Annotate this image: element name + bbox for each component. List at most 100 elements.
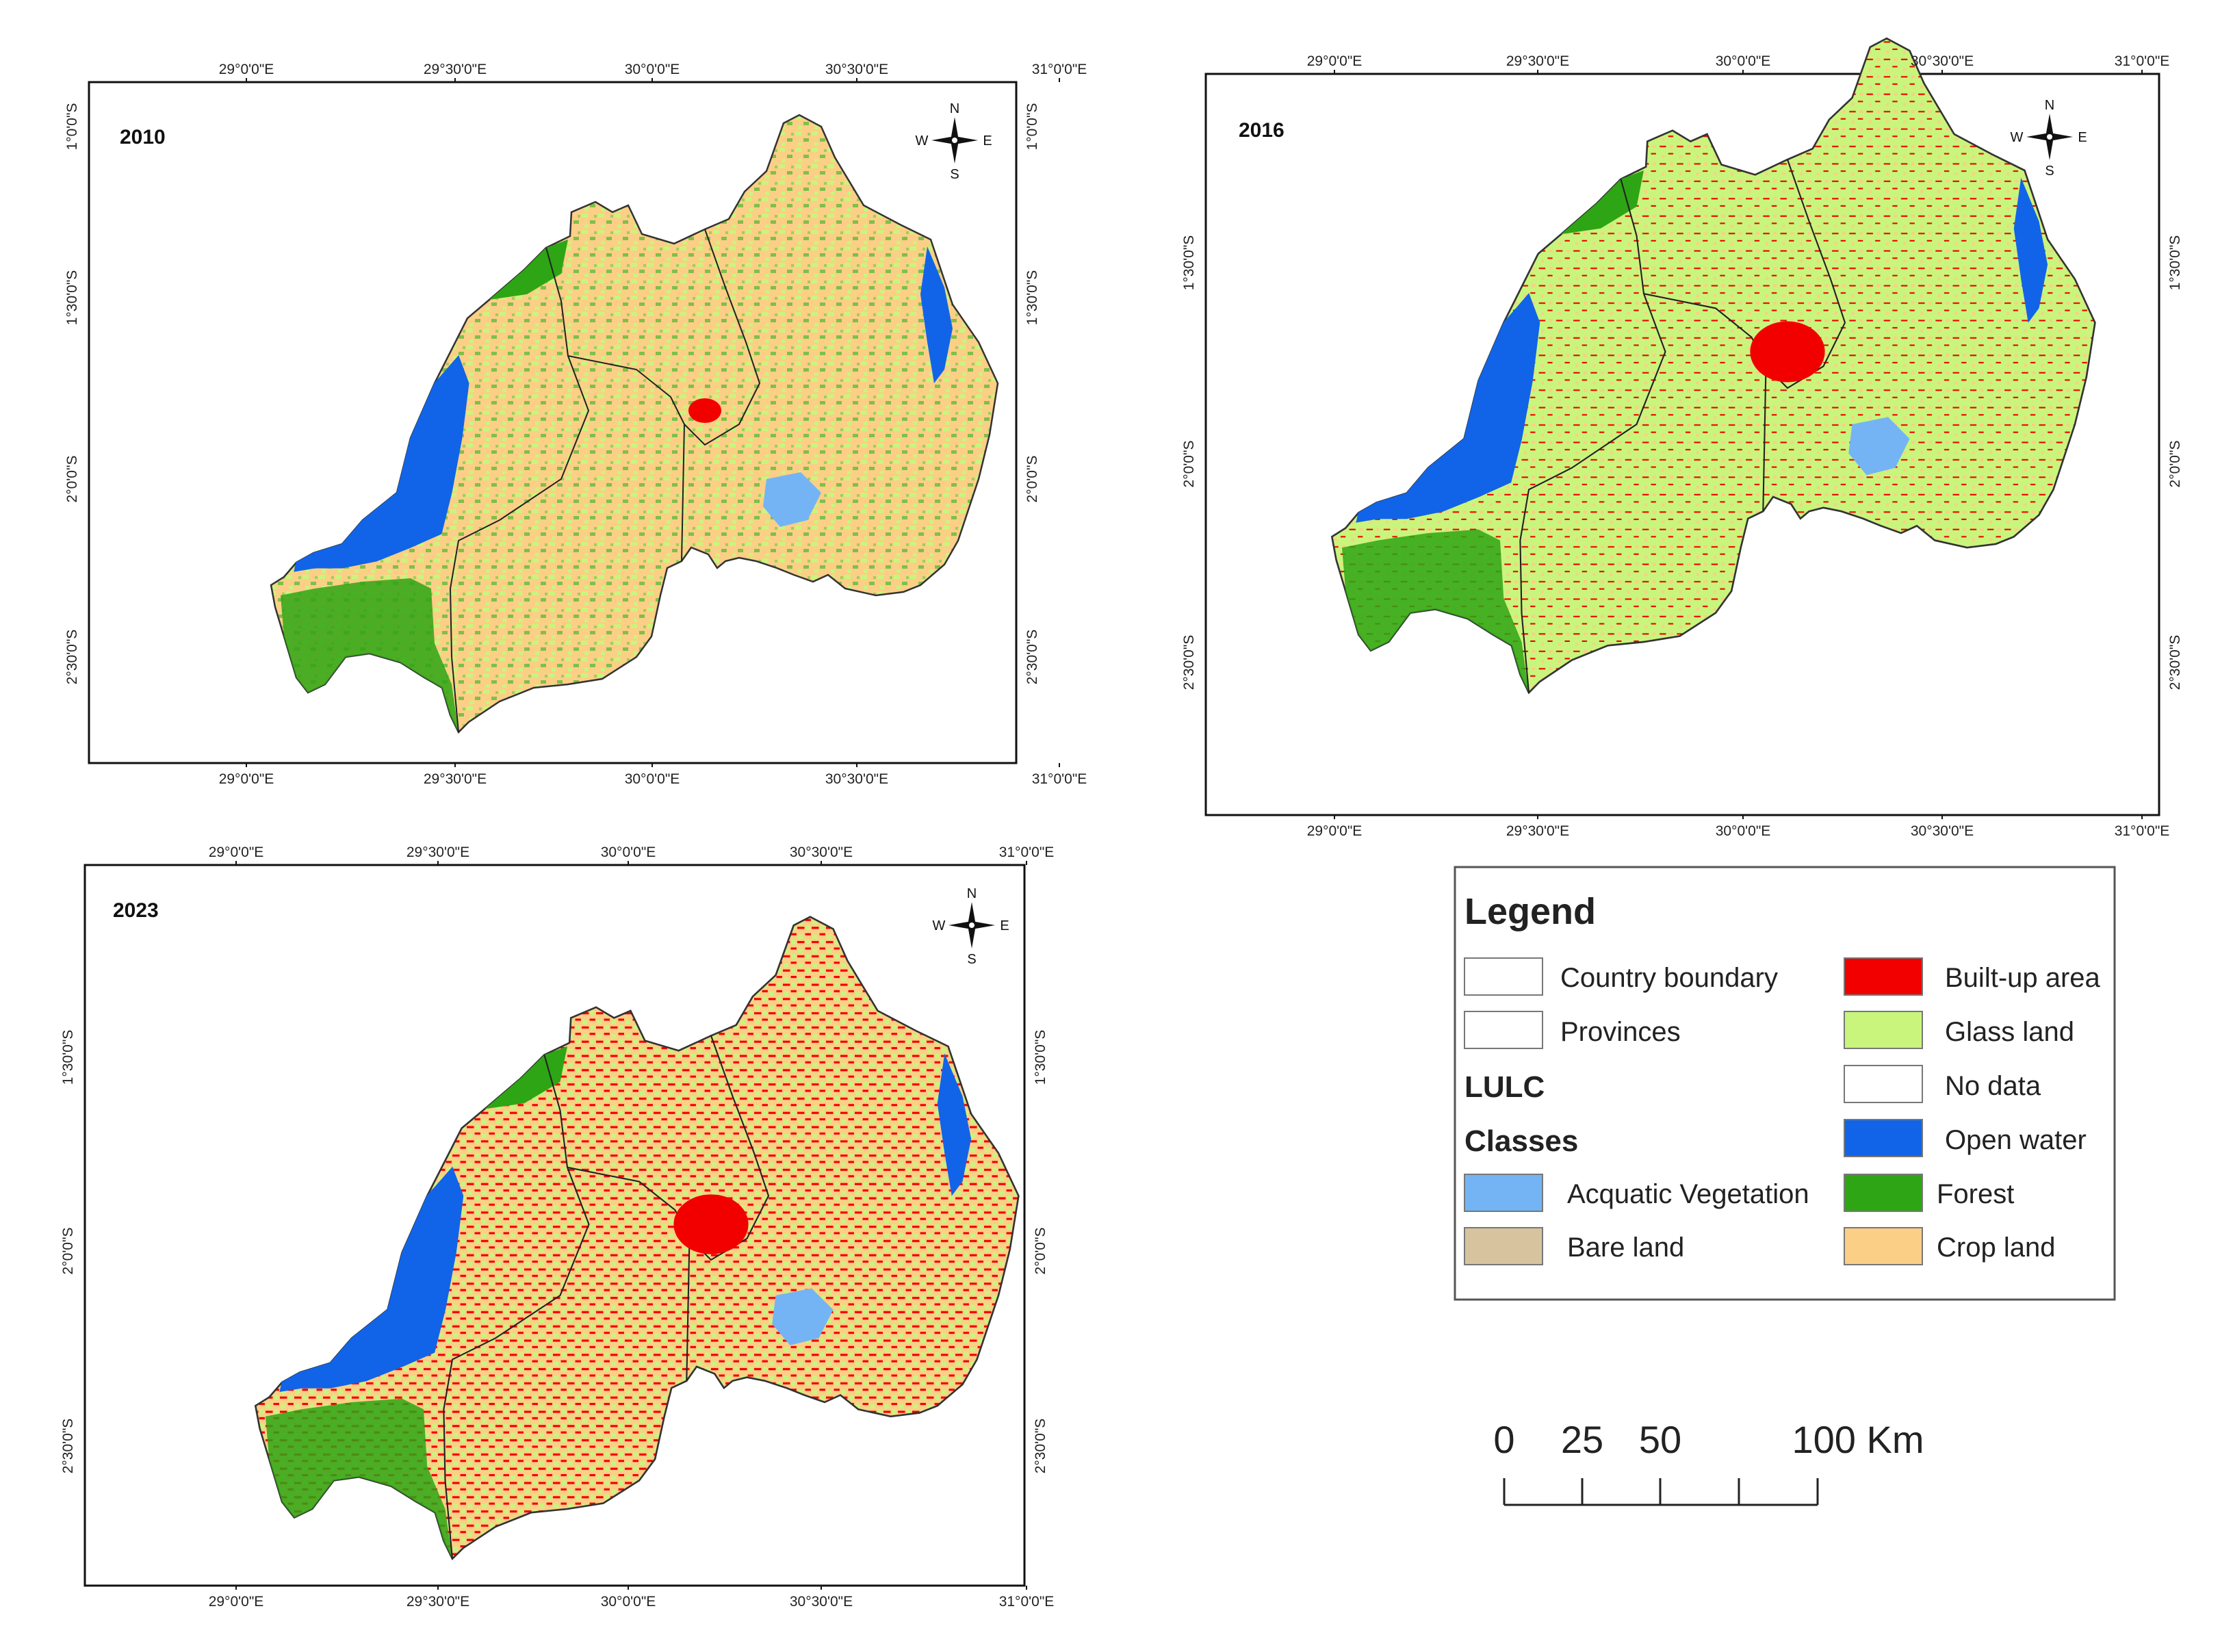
y-tick-label-right: 1°0'0"S [1024,103,1040,151]
legend-item-crop-land: Crop land [1844,1227,2055,1265]
legend-swatch [1844,1011,1923,1049]
x-tick-label-top: 29°30'0"E [1506,53,1569,69]
country-shape [1330,37,2096,695]
legend-item-no-data: No data [1844,1065,2041,1103]
scale-label-100-km: 100 Km [1792,1418,1924,1461]
legend-lulc-line1: LULC [1464,1070,1545,1104]
x-tick-label-top: 31°0'0"E [2115,53,2170,69]
x-tick-label-top: 30°30'0"E [1911,53,1974,69]
y-tick-label-left: 1°0'0"S [64,103,80,151]
legend-item-acquatic-vegetation: Acquatic Vegetation [1464,1174,1809,1212]
y-tick-label-right: 1°30'0"S [1024,270,1040,326]
legend-swatch [1844,1119,1923,1157]
panel-year-label: 2010 [120,126,166,149]
y-tick-label-left: 2°30'0"S [64,630,80,685]
north-arrow-icon: N S E W [2011,98,2087,179]
open-water-east [937,1053,972,1196]
province-boundary [1765,159,1846,389]
compass-label-e: E [1000,918,1009,933]
y-tick-label-left: 1°30'0"S [60,1030,76,1085]
scale-label-25: 25 [1561,1418,1603,1461]
y-tick-label-left: 2°0'0"S [64,456,80,503]
x-tick-label-top: 30°0'0"E [1716,53,1771,69]
x-tick-label-bottom: 31°0'0"E [999,1594,1055,1610]
x-tick-label-bottom: 30°0'0"E [1716,823,1771,839]
legend-box [1454,866,2116,1301]
province-boundary [1519,179,1666,693]
x-tick-label-top: 29°30'0"E [424,62,487,77]
province-boundary [449,247,590,733]
legend-swatch [1464,1227,1543,1265]
legend-item-forest: Forest [1844,1174,2014,1212]
compass-label-n: N [967,886,977,901]
legend-swatch [1844,1227,1923,1265]
x-tick-label-bottom: 31°0'0"E [2115,823,2170,839]
y-tick-label-left: 2°0'0"S [1181,441,1197,488]
compass-label-w: W [933,918,946,933]
legend-lulc-line2: Classes [1464,1124,1578,1158]
compass-label-e: E [983,133,992,149]
built-up-capital [673,1194,749,1254]
aquatic-vegetation [763,472,821,527]
legend-swatch [1844,1065,1923,1103]
x-tick-label-bottom: 29°30'0"E [1506,823,1569,839]
x-tick-label-top: 31°0'0"E [1032,62,1087,77]
legend-label: Glass land [1945,1017,2074,1047]
y-tick-label-right: 2°30'0"S [1033,1419,1048,1474]
aquatic-vegetation [1848,417,1910,476]
legend-label: Country boundary [1560,963,1778,993]
compass-label-s: S [2045,164,2054,179]
north-arrow-icon: N S E W [933,886,1009,967]
north-arrow-icon: N S E W [916,101,992,182]
x-tick-label-top: 29°0'0"E [209,844,264,860]
open-water-lake [279,1166,464,1393]
open-water-east [920,246,953,383]
x-tick-label-bottom: 30°0'0"E [625,771,680,787]
y-tick-label-right: 1°30'0"S [2167,235,2183,291]
legend-item-provinces: Provinces [1464,1011,1681,1049]
country-shape [270,114,999,734]
forest-area [1342,529,1529,693]
panel-year-label: 2016 [1239,119,1285,142]
legend-swatch [1464,1011,1543,1049]
legend-swatch [1464,957,1543,996]
map-content-2016: 29°0'0"E 29°0'0"E 29°30'0"E 29°30'0"E 30°0'0… [1181,37,2183,839]
y-tick-label-right: 2°0'0"S [1033,1228,1048,1275]
y-tick-label-left: 1°30'0"S [1181,235,1197,291]
legend-item-open-water: Open water [1844,1119,2087,1157]
legend-item-built-up-area: Built-up area [1844,957,2101,996]
province-boundary [567,355,686,562]
open-water-lake [1356,293,1540,523]
legend-item-glass-land: Glass land [1844,1011,2074,1049]
compass-label-w: W [916,133,929,149]
y-tick-label-left: 2°30'0"S [1181,635,1197,691]
compass-label-s: S [967,952,976,967]
legend-label: Forest [1937,1179,2014,1209]
x-tick-label-bottom: 29°0'0"E [219,771,274,787]
y-tick-label-right: 2°0'0"S [2167,441,2183,488]
map-content-2010: 29°0'0"E 29°0'0"E 29°30'0"E 29°30'0"E 30°0'0… [64,62,1087,787]
x-tick-label-bottom: 30°0'0"E [601,1594,656,1610]
x-tick-label-top: 30°0'0"E [601,844,656,860]
panel-year-label: 2023 [113,899,159,922]
compass-label-w: W [2011,130,2024,145]
legend-item-country-boundary: Country boundary [1464,957,1778,996]
built-up-capital [688,398,721,423]
compass-label-n: N [950,101,959,116]
x-tick-label-top: 30°0'0"E [625,62,680,77]
aquatic-vegetation [772,1288,834,1345]
legend-swatch [1464,1174,1543,1212]
y-tick-label-right: 2°0'0"S [1024,456,1040,503]
x-tick-label-bottom: 29°30'0"E [424,771,487,787]
open-water-east [2013,177,2048,323]
legend-title: Legend [1464,891,1596,932]
x-tick-label-bottom: 30°30'0"E [825,771,888,787]
y-tick-label-left: 2°0'0"S [60,1228,76,1275]
built-up-capital [1750,321,1825,383]
y-tick-label-right: 2°30'0"S [1024,630,1040,685]
x-tick-label-top: 30°30'0"E [790,844,853,860]
x-tick-label-top: 30°30'0"E [825,62,888,77]
legend-label: Open water [1945,1125,2087,1155]
open-water-lake [294,355,469,572]
x-tick-label-bottom: 30°30'0"E [1911,823,1974,839]
